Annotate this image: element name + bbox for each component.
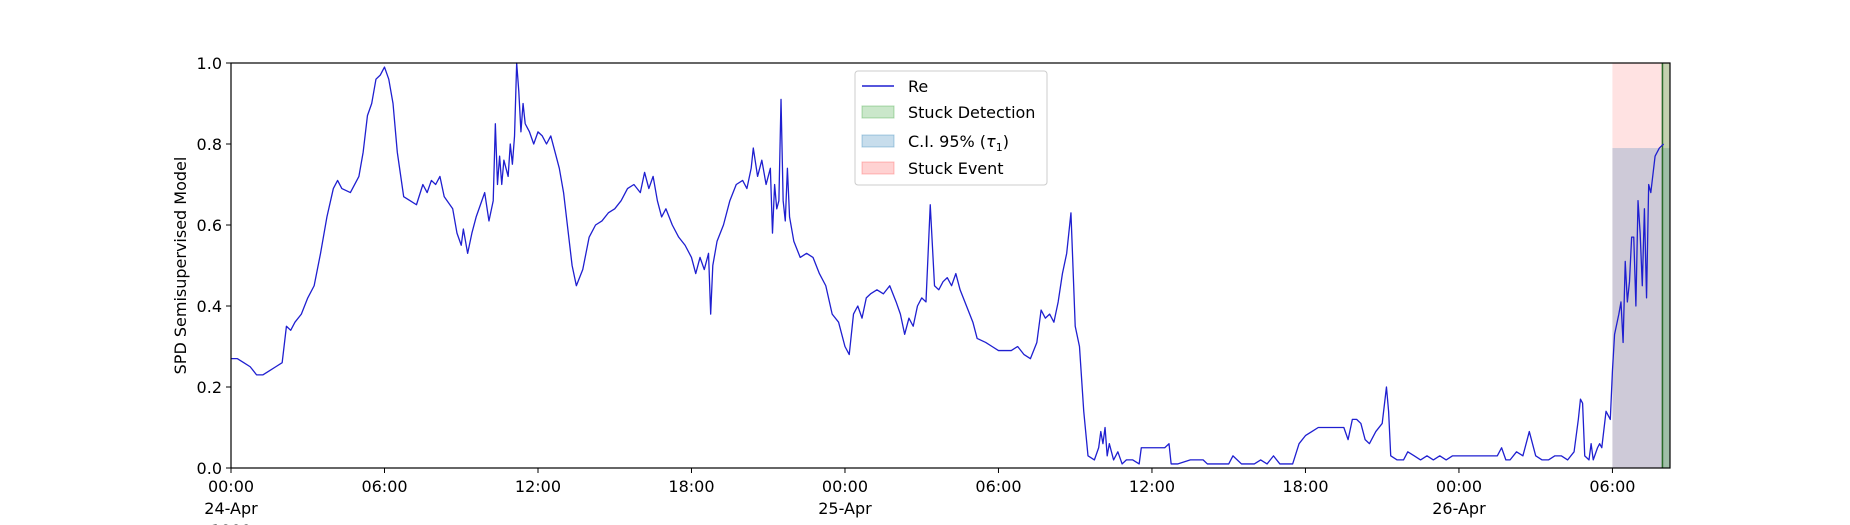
x-tick-date-label: 26-Apr bbox=[1432, 499, 1486, 518]
x-tick-label: 00:00 bbox=[208, 477, 254, 496]
legend-entry-label: Stuck Event bbox=[908, 159, 1004, 178]
band-c-i-95 bbox=[1612, 148, 1670, 469]
y-tick-label: 0.8 bbox=[197, 135, 222, 154]
x-tick-label: 18:00 bbox=[1282, 477, 1328, 496]
plot-frame bbox=[230, 62, 1671, 469]
legend: Re Stuck Detection C.I. 95% (τ1) Stuck Even… bbox=[854, 70, 1048, 186]
x-axis: 00:00 24-Apr 1900 06:00 12:00 18:00 00:00 25-Ap… bbox=[204, 468, 1635, 525]
y-axis: 0.0 0.2 0.4 0.6 0.8 1.0 bbox=[197, 54, 231, 478]
y-tick-label: 0.2 bbox=[197, 378, 222, 397]
y-tick-label: 1.0 bbox=[197, 54, 222, 73]
legend-entry-label: Re bbox=[908, 77, 928, 96]
x-tick-label: 12:00 bbox=[515, 477, 561, 496]
x-tick-label: 00:00 bbox=[822, 477, 868, 496]
y-axis-label: SPD Semisupervised Model bbox=[171, 157, 190, 375]
x-tick-date-label: 24-Apr bbox=[204, 499, 258, 518]
y-tick-label: 0.0 bbox=[197, 459, 222, 478]
legend-entry-label: C.I. 95% (τ1) bbox=[908, 132, 1009, 154]
legend-box bbox=[854, 70, 1048, 186]
series-lines bbox=[231, 62, 1665, 465]
x-tick-label: 06:00 bbox=[1589, 477, 1635, 496]
legend-entry-label: Stuck Detection bbox=[908, 103, 1035, 122]
band-stuck-detection bbox=[1661, 63, 1670, 468]
x-tick-label: 12:00 bbox=[1129, 477, 1175, 496]
x-tick-date-label: 25-Apr bbox=[818, 499, 872, 518]
x-tick-label: 06:00 bbox=[975, 477, 1021, 496]
y-tick-label: 0.4 bbox=[197, 297, 222, 316]
legend-swatch-patch bbox=[861, 134, 895, 148]
x-tick-label: 00:00 bbox=[1436, 477, 1482, 496]
legend-swatch-patch bbox=[861, 105, 895, 119]
y-tick-label: 0.6 bbox=[197, 216, 222, 235]
series-line-re bbox=[231, 62, 1665, 465]
x-tick-label: 18:00 bbox=[668, 477, 714, 496]
shaded-bands bbox=[1612, 63, 1670, 469]
x-tick-label: 06:00 bbox=[361, 477, 407, 496]
x-tick-year-label: 1900 bbox=[211, 521, 252, 525]
legend-swatch-patch bbox=[861, 161, 895, 175]
